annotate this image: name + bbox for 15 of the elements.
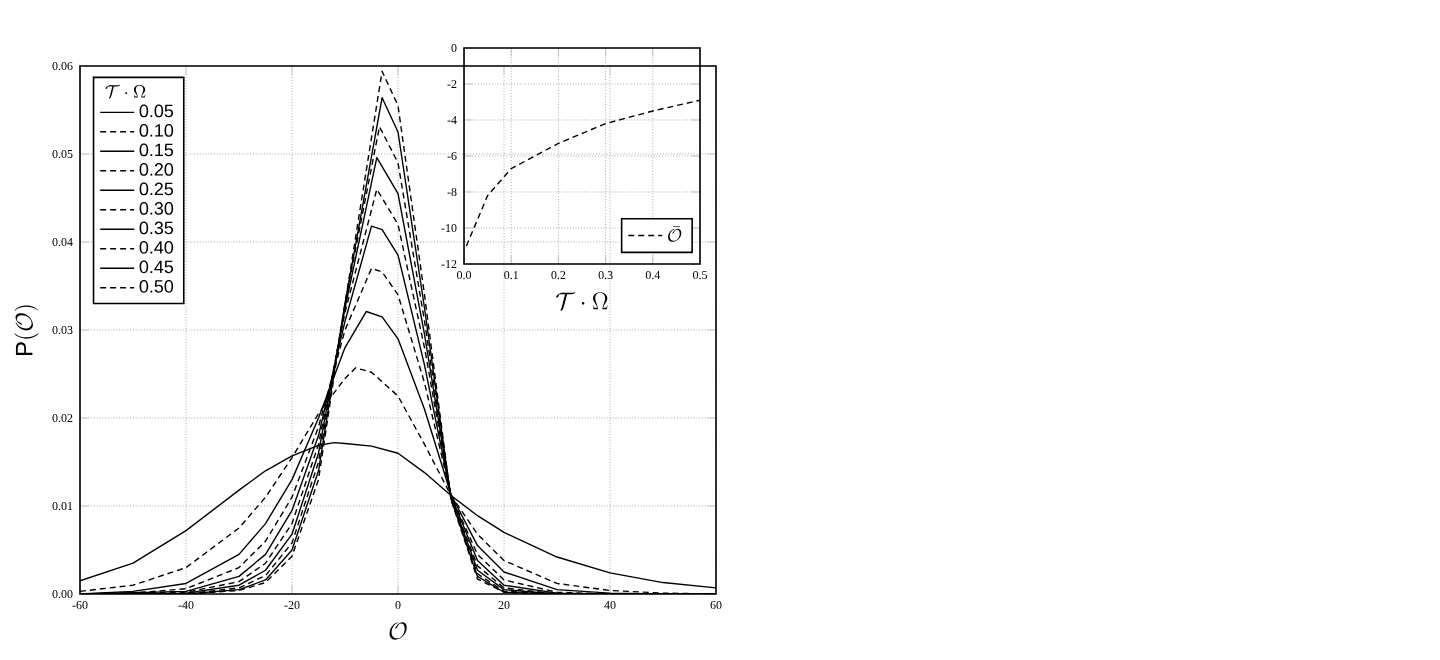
y-axis-title: $\mathrm{P}(\mathcal{O})$ <box>14 305 39 355</box>
legend-label: 0.25 <box>139 182 174 196</box>
legend-label: 0.30 <box>139 202 174 215</box>
legend-title: $\mathcal{T}\cdot\Omega$ <box>105 84 146 99</box>
legend-label: 0.05 <box>139 104 174 118</box>
legend-label: 0.20 <box>139 163 174 176</box>
legend-label: 0.35 <box>139 221 174 235</box>
legend-label: 0.45 <box>139 260 174 274</box>
legend-label: 0.50 <box>139 280 174 293</box>
legend-label: 0.10 <box>139 124 174 137</box>
legend-label: $\bar{\mathcal{O}}$ <box>668 226 682 242</box>
x-axis-title: $\mathcal{T}\cdot\Omega$ <box>556 292 608 311</box>
legend-label: 0.15 <box>139 143 174 157</box>
x-axis-title: $\mathcal{O}$ <box>389 622 407 640</box>
legend-label: 0.40 <box>139 241 174 254</box>
